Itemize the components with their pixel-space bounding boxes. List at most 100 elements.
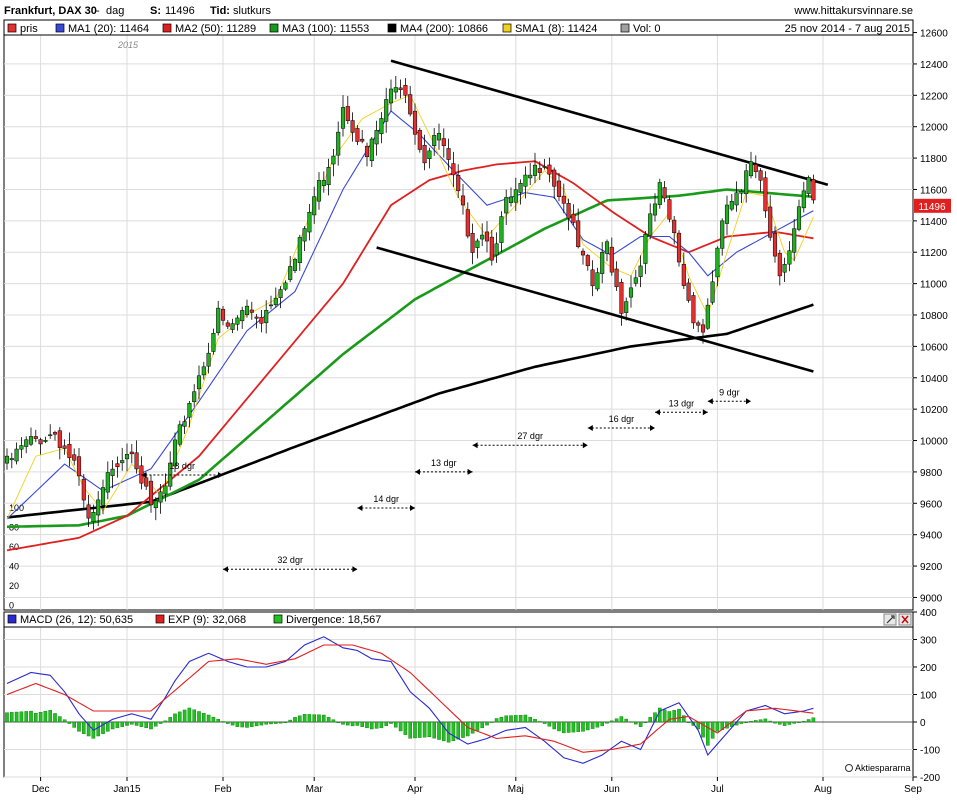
candle-up: [158, 491, 163, 503]
divergence-bar: [211, 716, 216, 723]
candle-up: [163, 485, 168, 495]
candle-up: [182, 421, 187, 427]
cycle-label: 27 dgr: [517, 431, 543, 441]
candle-up: [739, 190, 744, 194]
candle-down: [561, 195, 566, 204]
candle-up: [96, 499, 101, 516]
divergence-bar: [225, 721, 230, 724]
cycle-arrow-head-left: [587, 424, 593, 431]
divergence-bar: [643, 721, 648, 724]
macd-legend-strip: [3, 611, 914, 628]
macd-legend-label: Divergence: 18,567: [286, 614, 381, 626]
price-type-label: Tid:: [210, 5, 230, 17]
price-tick-label: 9600: [920, 499, 943, 510]
cycle-arrow-head-right: [702, 409, 708, 416]
divergence-bar: [293, 717, 297, 723]
candle-up: [801, 190, 806, 209]
candle-down: [667, 199, 672, 220]
divergence-bar: [715, 721, 720, 732]
divergence-bar: [590, 721, 595, 729]
settings-button[interactable]: [883, 613, 897, 626]
close-glyph: [901, 615, 909, 624]
divergence-bar: [667, 711, 672, 723]
legend-label: Vol: 0: [633, 23, 661, 35]
candle-up: [782, 264, 787, 273]
cycle-label: 16 dgr: [609, 414, 635, 424]
divergence-bar: [514, 715, 518, 723]
divergence-bar: [648, 717, 652, 723]
candle-up: [388, 88, 394, 104]
cycle-label: 14 dgr: [373, 494, 399, 504]
candle-up: [427, 150, 432, 160]
divergence-bar: [240, 721, 245, 728]
candle-up: [374, 130, 379, 145]
candle-down: [115, 463, 120, 468]
divergence-bar: [802, 720, 806, 723]
divergence-bar: [341, 721, 345, 725]
candle-up: [24, 439, 29, 447]
macd-axis: -200 -100 0 100 200 300 400: [913, 608, 940, 784]
candle-down: [700, 324, 706, 333]
candle-up: [369, 138, 374, 161]
legend-label: pris: [20, 23, 38, 35]
divergence-bar: [432, 721, 437, 739]
candle-up: [172, 439, 178, 467]
divergence-bar: [523, 714, 528, 723]
candle-down: [81, 478, 86, 501]
divergence-bar: [317, 714, 321, 723]
divergence-bar: [571, 721, 576, 733]
last-price-marker-text: 11496: [918, 202, 946, 213]
legend-swatch: [162, 23, 172, 33]
divergence-bar: [38, 712, 43, 723]
candle-up: [633, 277, 638, 284]
volume-tick-label: 60: [9, 542, 19, 552]
close-panel-button[interactable]: [898, 613, 912, 626]
price-tick-label: 11000: [920, 280, 948, 291]
divergence-bar: [739, 721, 744, 724]
legend-label: MA1 (20): 11464: [68, 23, 149, 35]
divergence-bar: [245, 721, 249, 728]
divergence-bar: [346, 721, 350, 726]
macd-legend-swatch: [155, 614, 165, 624]
divergence-bar: [134, 721, 139, 726]
candle-down: [552, 169, 557, 187]
candle-down: [691, 295, 696, 324]
divergence-bar: [43, 711, 48, 723]
divergence-bar: [586, 721, 590, 731]
cycle-annotations: 18 dgr 32 dgr 14 dgr 13 dgr 27 dgr 16 dgr 13 d…: [141, 387, 751, 573]
divergence-bar: [77, 721, 81, 732]
site-url[interactable]: www.hittakursvinnare.se: [793, 5, 913, 17]
divergence-bar: [192, 709, 197, 723]
divergence-bar: [336, 721, 341, 724]
divergence-bar: [470, 721, 475, 734]
divergence-bar: [490, 721, 494, 723]
divergence-bar: [235, 721, 240, 727]
divergence-bar: [398, 721, 403, 732]
candle-down: [465, 209, 470, 237]
candle-up: [504, 197, 509, 214]
year-label: 2015: [117, 40, 139, 50]
macd-lines: [6, 636, 814, 764]
divergence-bar: [763, 718, 768, 723]
divergence-bar: [312, 714, 317, 723]
x-tick-label: Dec: [32, 784, 50, 795]
candle-down: [86, 504, 91, 519]
divergence-bar: [221, 721, 225, 723]
legend-swatch: [55, 23, 65, 33]
candle-up: [724, 204, 730, 224]
divergence-bar: [427, 721, 432, 738]
divergence-bar: [62, 719, 67, 723]
candle-up: [600, 251, 605, 274]
divergence-bar: [34, 713, 38, 723]
macd-tick-label: 400: [920, 608, 937, 619]
divergence-bar: [499, 716, 504, 723]
candle-up: [432, 135, 437, 147]
volume-tick-label: 100: [9, 503, 24, 513]
candle-down: [609, 246, 614, 273]
divergence-bar: [9, 712, 14, 723]
date-range: 25 nov 2014 - 7 aug 2015: [785, 23, 910, 35]
candle-down: [614, 268, 619, 288]
candle-down: [489, 236, 494, 261]
divergence-bar: [374, 721, 379, 729]
divergence-bar: [403, 721, 408, 735]
